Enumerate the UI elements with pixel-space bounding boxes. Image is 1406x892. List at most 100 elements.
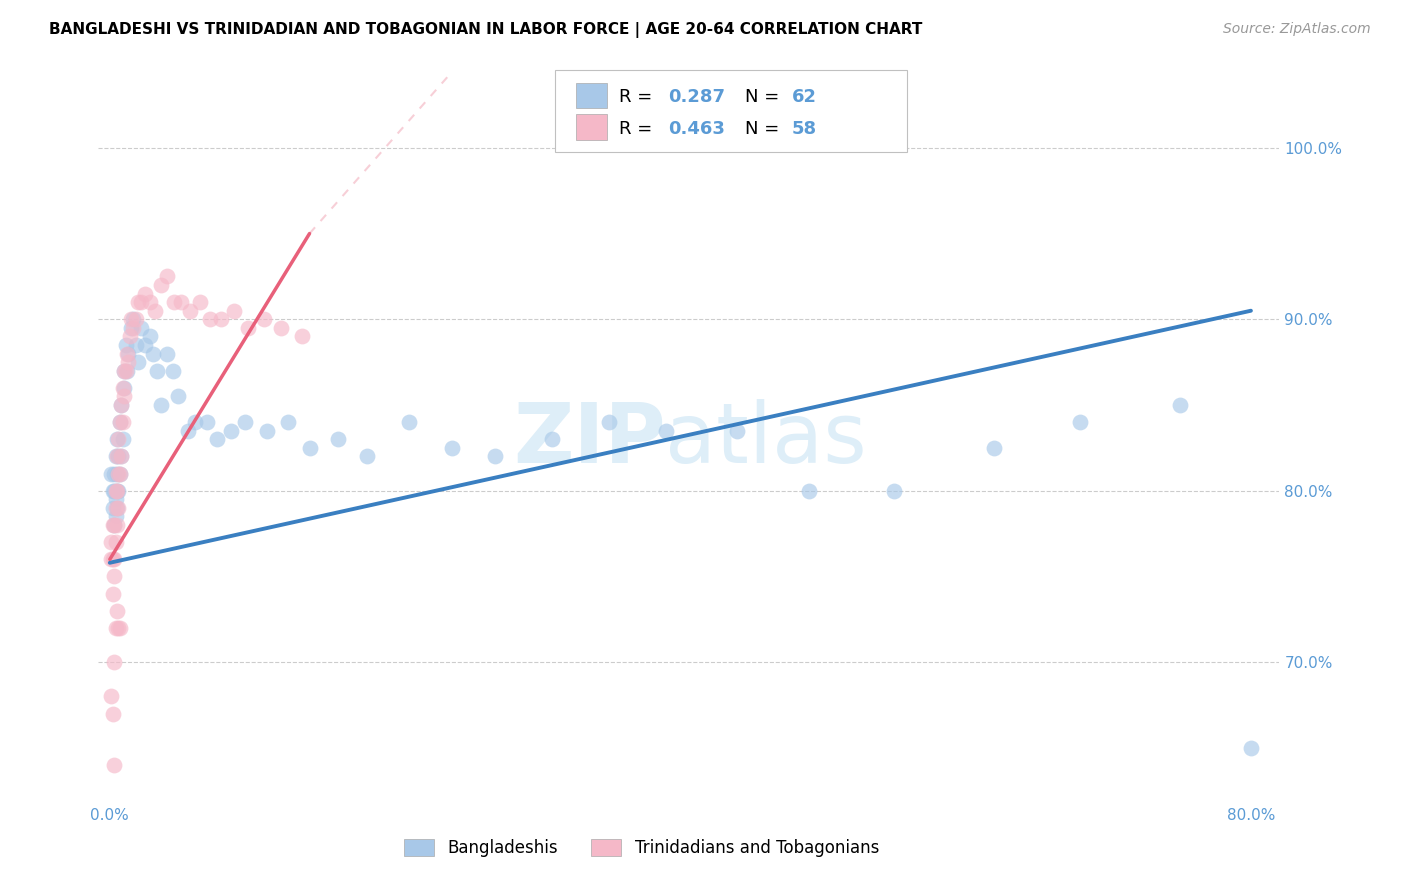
Point — [103, 518, 125, 533]
Point — [108, 415, 131, 429]
Text: R =: R = — [619, 120, 658, 138]
Point — [100, 535, 122, 549]
Point — [105, 433, 128, 447]
Point — [118, 329, 141, 343]
Point — [107, 621, 129, 635]
Point — [1069, 415, 1091, 429]
Point — [219, 424, 242, 438]
Point — [103, 467, 125, 481]
Point — [883, 483, 905, 498]
Point — [101, 586, 124, 600]
Point — [222, 303, 245, 318]
Point — [209, 312, 232, 326]
Point — [105, 500, 128, 515]
Point — [111, 381, 134, 395]
Point — [110, 450, 132, 464]
Point — [238, 321, 260, 335]
Point — [108, 621, 131, 635]
Text: atlas: atlas — [665, 399, 868, 480]
Point — [108, 415, 131, 429]
Point — [655, 424, 678, 438]
Text: ZIP: ZIP — [513, 399, 665, 480]
Text: R =: R = — [619, 88, 658, 106]
Point — [105, 483, 128, 498]
Point — [108, 467, 131, 481]
Point — [112, 381, 135, 395]
Text: Source: ZipAtlas.com: Source: ZipAtlas.com — [1223, 22, 1371, 37]
Point — [107, 500, 129, 515]
Point — [105, 518, 128, 533]
Point — [104, 621, 127, 635]
Point — [156, 269, 179, 284]
Point — [256, 424, 278, 438]
Point — [103, 518, 125, 533]
Point — [725, 424, 748, 438]
Point — [101, 518, 124, 533]
Point — [198, 312, 221, 326]
Point — [100, 552, 122, 566]
Point — [110, 450, 132, 464]
Point — [484, 450, 506, 464]
Point — [100, 467, 122, 481]
Point — [162, 364, 184, 378]
Point — [104, 509, 127, 524]
Point — [108, 467, 131, 481]
Point — [188, 295, 211, 310]
Point — [107, 433, 129, 447]
Point — [127, 355, 149, 369]
Point — [541, 433, 564, 447]
Point — [291, 329, 314, 343]
Point — [112, 364, 135, 378]
Text: N =: N = — [745, 120, 785, 138]
Point — [114, 338, 136, 352]
Point — [105, 450, 128, 464]
Point — [103, 569, 125, 583]
Point — [1240, 740, 1263, 755]
Point — [103, 758, 125, 772]
Point — [104, 535, 127, 549]
Point — [121, 321, 143, 335]
Point — [195, 415, 218, 429]
Point — [121, 312, 143, 326]
Point — [101, 552, 124, 566]
Point — [111, 433, 134, 447]
Point — [145, 303, 167, 318]
Text: 62: 62 — [792, 88, 817, 106]
Point — [104, 500, 127, 515]
Point — [100, 690, 122, 704]
Point — [117, 355, 139, 369]
Point — [120, 321, 142, 335]
Point — [598, 415, 620, 429]
Point — [120, 312, 142, 326]
Point — [253, 312, 276, 326]
Point — [142, 346, 165, 360]
Point — [146, 364, 169, 378]
Point — [112, 389, 135, 403]
Point — [398, 415, 420, 429]
Point — [117, 346, 139, 360]
Point — [233, 415, 256, 429]
Point — [326, 433, 349, 447]
Point — [124, 338, 146, 352]
Text: 58: 58 — [792, 120, 817, 138]
Point — [797, 483, 820, 498]
Point — [298, 441, 321, 455]
Point — [277, 415, 299, 429]
Text: BANGLADESHI VS TRINIDADIAN AND TOBAGONIAN IN LABOR FORCE | AGE 20-64 CORRELATION: BANGLADESHI VS TRINIDADIAN AND TOBAGONIA… — [49, 22, 922, 38]
Point — [112, 364, 135, 378]
Point — [104, 483, 127, 498]
Point — [111, 415, 134, 429]
Point — [104, 492, 127, 507]
Point — [139, 295, 162, 310]
Point — [103, 483, 125, 498]
Point — [156, 346, 179, 360]
Point — [179, 303, 201, 318]
Point — [441, 441, 464, 455]
Point — [101, 706, 124, 721]
Point — [115, 364, 138, 378]
Point — [101, 483, 124, 498]
Point — [270, 321, 292, 335]
Point — [983, 441, 1005, 455]
Point — [103, 655, 125, 669]
Point — [139, 329, 162, 343]
